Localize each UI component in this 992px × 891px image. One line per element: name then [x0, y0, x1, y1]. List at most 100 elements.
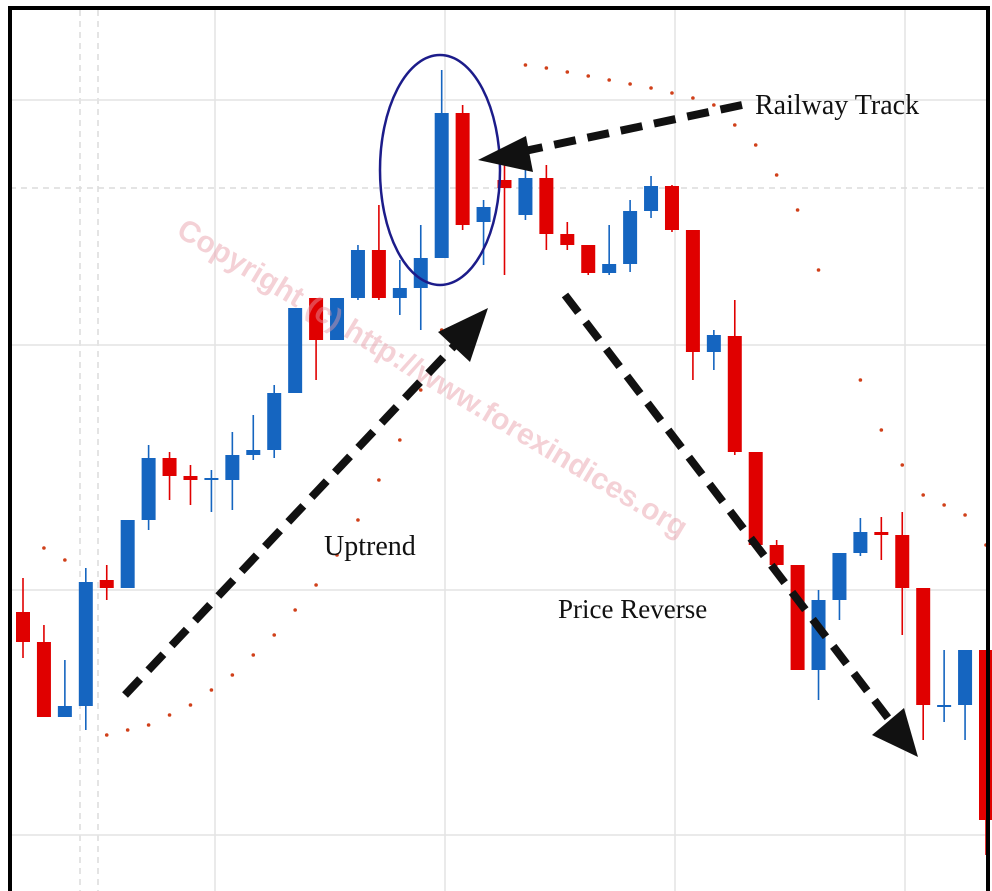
- sar-dot: [418, 388, 423, 392]
- sar-dot: [732, 123, 737, 127]
- arrowhead: [478, 136, 533, 172]
- sar-dot: [670, 91, 674, 95]
- sar-dot: [398, 438, 402, 442]
- candle-body: [78, 582, 93, 706]
- annotation: Railway Track: [755, 90, 919, 121]
- candle-body: [476, 207, 491, 222]
- sar-dot: [691, 96, 695, 100]
- sar-dot: [565, 70, 570, 74]
- candle-body: [748, 452, 763, 545]
- sar-dot: [188, 703, 193, 707]
- candle-body: [832, 553, 847, 600]
- sar-dot: [104, 733, 109, 737]
- sar-dot: [377, 478, 381, 482]
- candle-body: [644, 186, 659, 211]
- candle-body: [267, 393, 282, 450]
- sar-dot: [42, 546, 46, 550]
- candle-body: [874, 532, 889, 535]
- sar-dot: [628, 82, 632, 86]
- candle-body: [979, 650, 992, 820]
- sar-dot: [544, 66, 549, 70]
- sar-dot: [293, 608, 297, 612]
- candle-body: [36, 642, 51, 717]
- sar-dot: [586, 74, 591, 78]
- candle-body: [288, 308, 303, 393]
- annotation: Uptrend: [324, 531, 416, 562]
- candle-body: [539, 178, 554, 234]
- sar-dot: [125, 728, 130, 732]
- candle-body: [99, 580, 114, 588]
- sar-dot: [879, 428, 884, 432]
- candle-body: [350, 250, 365, 298]
- sar-dot: [356, 518, 360, 522]
- sar-dot: [63, 558, 67, 562]
- sar-dot: [146, 723, 151, 727]
- sar-dot: [209, 688, 214, 692]
- candle-body: [434, 113, 449, 258]
- sar-dot: [314, 583, 318, 587]
- candle-body: [581, 245, 596, 273]
- candle-body: [937, 705, 952, 707]
- sar-dot: [774, 173, 779, 177]
- candle-body: [895, 535, 910, 588]
- candle-body: [664, 186, 679, 230]
- candle-body: [183, 476, 198, 480]
- candle-body: [204, 478, 219, 480]
- candle-body: [225, 455, 240, 480]
- candle-body: [16, 612, 30, 642]
- highlight-ellipse: [378, 53, 502, 287]
- sar-dot: [900, 463, 905, 467]
- arrowhead: [438, 308, 488, 362]
- candle-body: [120, 520, 135, 588]
- sar-dot: [963, 513, 967, 517]
- candle-body: [623, 211, 638, 264]
- sar-dot: [712, 103, 716, 107]
- sar-dot: [795, 208, 800, 212]
- sar-dot: [607, 78, 611, 82]
- uptrend-arrow: [122, 342, 458, 698]
- sar-dot: [335, 553, 339, 557]
- arrows: [122, 101, 918, 757]
- reverse-arrow: [561, 292, 892, 721]
- candles: [16, 63, 992, 855]
- candle-body: [560, 234, 575, 245]
- candle-body: [916, 588, 931, 705]
- candle-body: [413, 258, 428, 288]
- candle-body: [727, 336, 742, 452]
- frame: [8, 6, 990, 891]
- candle-body: [790, 565, 805, 670]
- sar-dot: [942, 503, 946, 507]
- candle-body: [958, 650, 973, 705]
- candle-body: [706, 335, 721, 352]
- annotation: Price Reverse: [558, 594, 707, 624]
- candle-body: [602, 264, 617, 273]
- candle-body: [685, 230, 700, 352]
- candle-body: [853, 532, 868, 553]
- railway-arrow: [519, 101, 743, 156]
- sar-dot: [816, 268, 821, 272]
- candle-body: [497, 180, 512, 188]
- sar-dot: [649, 86, 653, 90]
- sar-dot: [272, 633, 277, 637]
- arrowhead: [872, 708, 918, 757]
- sar-dot: [921, 493, 925, 497]
- candle-body: [371, 250, 386, 298]
- candle-body: [330, 298, 345, 340]
- candle-body: [57, 706, 72, 717]
- sar-dot: [858, 378, 863, 382]
- sar-dot: [167, 713, 172, 717]
- candle-body: [162, 458, 177, 476]
- candle-body: [518, 178, 533, 215]
- candle-body: [141, 458, 156, 520]
- candle-body: [246, 450, 261, 455]
- sar-dot: [523, 63, 528, 67]
- sar-dot: [230, 673, 235, 677]
- sar-dot: [251, 653, 256, 657]
- candle-body: [309, 298, 324, 340]
- candle-body: [769, 545, 784, 565]
- candle-body: [455, 113, 470, 225]
- sar-dot: [753, 143, 758, 147]
